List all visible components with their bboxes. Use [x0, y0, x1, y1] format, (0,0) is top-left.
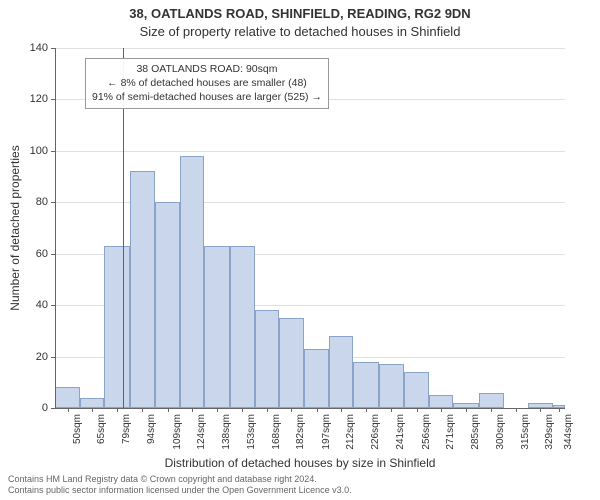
chart-title-sub: Size of property relative to detached ho… — [0, 24, 600, 39]
x-tick-label: 256sqm — [421, 414, 432, 450]
footer-attribution: Contains HM Land Registry data © Crown c… — [8, 474, 352, 497]
x-tick-label: 65sqm — [96, 414, 107, 444]
annotation-box: 38 OATLANDS ROAD: 90sqm ← 8% of detached… — [85, 58, 329, 109]
chart-container: 38, OATLANDS ROAD, SHINFIELD, READING, R… — [0, 0, 600, 500]
x-tick-label: 285sqm — [470, 414, 481, 450]
y-tick-mark — [51, 99, 55, 100]
x-tick-label: 94sqm — [146, 414, 157, 444]
x-tick-mark — [242, 408, 243, 412]
x-tick-mark — [441, 408, 442, 412]
x-tick-mark — [516, 408, 517, 412]
histogram-bar — [104, 246, 129, 408]
histogram-bar — [255, 310, 279, 408]
x-tick-mark — [117, 408, 118, 412]
x-tick-label: 124sqm — [196, 414, 207, 450]
y-tick-label: 140 — [8, 42, 48, 54]
x-tick-mark — [92, 408, 93, 412]
histogram-bar — [279, 318, 304, 408]
x-tick-label: 226sqm — [370, 414, 381, 450]
x-tick-label: 182sqm — [295, 414, 306, 450]
y-tick-mark — [51, 202, 55, 203]
histogram-bar — [55, 387, 80, 408]
y-tick-label: 0 — [8, 402, 48, 414]
y-tick-label: 100 — [8, 145, 48, 157]
y-tick-mark — [51, 254, 55, 255]
x-tick-label: 168sqm — [271, 414, 282, 450]
x-tick-mark — [267, 408, 268, 412]
histogram-bar — [429, 395, 453, 408]
x-tick-label: 315sqm — [520, 414, 531, 450]
annotation-line-1: 38 OATLANDS ROAD: 90sqm — [92, 62, 322, 76]
x-tick-label: 329sqm — [544, 414, 555, 450]
x-tick-label: 153sqm — [246, 414, 257, 450]
y-tick-mark — [51, 408, 55, 409]
footer-line-2: Contains public sector information licen… — [8, 485, 352, 496]
x-tick-mark — [366, 408, 367, 412]
histogram-bar — [204, 246, 229, 408]
histogram-bar — [80, 398, 104, 408]
x-axis-line — [55, 408, 565, 409]
y-tick-mark — [51, 357, 55, 358]
y-tick-mark — [51, 48, 55, 49]
chart-title-main: 38, OATLANDS ROAD, SHINFIELD, READING, R… — [0, 6, 600, 21]
y-tick-label: 40 — [8, 299, 48, 311]
y-tick-mark — [51, 305, 55, 306]
y-tick-label: 60 — [8, 248, 48, 260]
y-tick-label: 20 — [8, 351, 48, 363]
annotation-line-3: 91% of semi-detached houses are larger (… — [92, 90, 322, 104]
gridline — [55, 48, 565, 49]
x-tick-mark — [142, 408, 143, 412]
x-tick-label: 300sqm — [495, 414, 506, 450]
x-tick-mark — [192, 408, 193, 412]
x-tick-mark — [559, 408, 560, 412]
footer-line-1: Contains HM Land Registry data © Crown c… — [8, 474, 352, 485]
x-tick-label: 50sqm — [72, 414, 83, 444]
histogram-bar — [479, 393, 504, 408]
x-tick-mark — [491, 408, 492, 412]
x-tick-mark — [168, 408, 169, 412]
y-axis-line — [55, 48, 56, 408]
x-tick-mark — [466, 408, 467, 412]
histogram-bar — [155, 202, 180, 408]
x-tick-label: 271sqm — [445, 414, 456, 450]
y-tick-label: 80 — [8, 196, 48, 208]
annotation-line-2: ← 8% of detached houses are smaller (48) — [92, 76, 322, 90]
x-tick-label: 109sqm — [172, 414, 183, 450]
x-tick-mark — [317, 408, 318, 412]
histogram-bar — [130, 171, 155, 408]
x-tick-label: 241sqm — [395, 414, 406, 450]
x-tick-mark — [68, 408, 69, 412]
histogram-bar — [230, 246, 255, 408]
gridline — [55, 151, 565, 152]
x-tick-label: 197sqm — [321, 414, 332, 450]
histogram-bar — [404, 372, 429, 408]
y-tick-label: 120 — [8, 93, 48, 105]
x-tick-mark — [217, 408, 218, 412]
x-tick-label: 344sqm — [563, 414, 574, 450]
histogram-bar — [329, 336, 353, 408]
x-tick-mark — [417, 408, 418, 412]
x-tick-mark — [291, 408, 292, 412]
x-tick-mark — [341, 408, 342, 412]
x-tick-label: 138sqm — [221, 414, 232, 450]
histogram-bar — [379, 364, 404, 408]
y-tick-mark — [51, 151, 55, 152]
x-tick-label: 79sqm — [121, 414, 132, 444]
x-tick-mark — [540, 408, 541, 412]
x-tick-label: 212sqm — [345, 414, 356, 450]
x-tick-mark — [391, 408, 392, 412]
histogram-bar — [353, 362, 378, 408]
histogram-bar — [180, 156, 204, 408]
histogram-bar — [304, 349, 329, 408]
x-axis-title: Distribution of detached houses by size … — [0, 456, 600, 470]
